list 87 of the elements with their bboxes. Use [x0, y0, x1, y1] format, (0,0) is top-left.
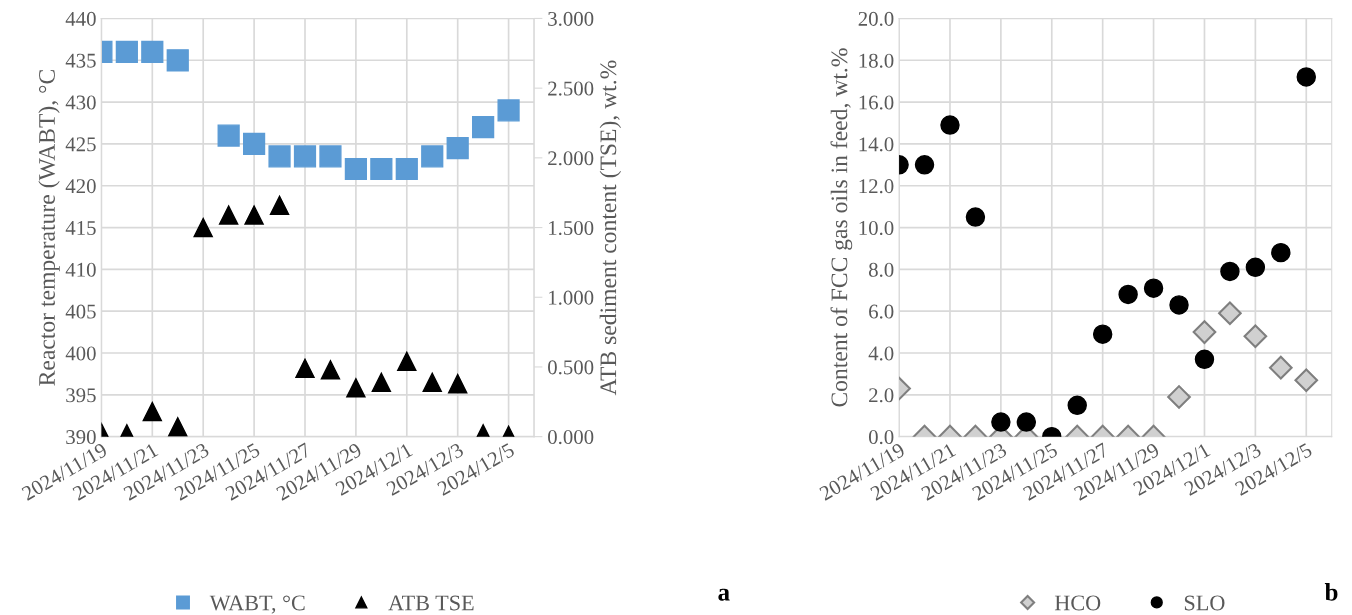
point — [1271, 242, 1291, 263]
point — [268, 145, 291, 168]
point — [115, 40, 138, 64]
y-tick-label: 20.0 — [858, 11, 894, 26]
point — [1268, 355, 1293, 380]
point — [1218, 301, 1242, 326]
y-tick-label: 395 — [66, 388, 96, 403]
y-tick-label: 405 — [65, 304, 96, 319]
point — [447, 373, 468, 394]
point — [244, 205, 264, 225]
y-tick-label: 10.0 — [859, 220, 894, 236]
point — [1296, 67, 1316, 87]
point — [1192, 320, 1217, 344]
y-tick-label: 2.0 — [869, 388, 894, 403]
point — [422, 372, 442, 393]
point — [371, 372, 392, 393]
y-tick-label: 400 — [65, 346, 96, 361]
y-tick-label: 14.0 — [859, 137, 894, 152]
point — [472, 116, 495, 139]
y-tick-label: 435 — [65, 53, 96, 68]
point — [991, 412, 1011, 432]
y-tick-label: 0.0 — [868, 430, 894, 445]
y2-tick-label: 3.000 — [548, 11, 594, 26]
point — [914, 155, 935, 175]
point — [320, 360, 341, 380]
y-tick-label: 4.0 — [868, 346, 894, 361]
text: a — [718, 588, 730, 601]
legend-label: WABT, °C — [209, 595, 305, 614]
y2-tick-label: 0.500 — [548, 360, 594, 375]
y-tick-label: 18.0 — [859, 53, 894, 68]
point — [346, 378, 366, 398]
point — [1167, 385, 1191, 409]
y2-axis-title: ATB sediment content (TSE), wt.% — [599, 60, 622, 396]
point — [293, 145, 317, 168]
point — [242, 132, 266, 156]
point — [397, 351, 417, 372]
point — [344, 157, 368, 181]
point — [1118, 284, 1138, 305]
y-axis-title: Reactor temperature (WABT), °C — [38, 70, 60, 386]
y2-tick-label: 1.000 — [549, 290, 594, 305]
point — [1220, 261, 1240, 282]
point — [269, 195, 290, 215]
y-tick-label: 415 — [65, 221, 96, 235]
y-tick-label: 425 — [65, 137, 96, 152]
legend-label: ATB TSE — [388, 595, 474, 611]
point — [965, 207, 986, 227]
point — [193, 217, 213, 238]
point — [395, 157, 418, 181]
point — [142, 401, 163, 422]
point — [319, 145, 342, 168]
point — [421, 145, 444, 168]
point — [166, 49, 189, 72]
point — [1194, 349, 1215, 370]
y-tick-label: 430 — [65, 95, 96, 110]
point — [1169, 295, 1189, 315]
text: b — [1324, 583, 1338, 601]
y-tick-label: 420 — [65, 179, 96, 194]
point — [1016, 412, 1037, 432]
y-tick-label: 16.0 — [859, 95, 894, 110]
point — [1092, 324, 1113, 344]
y2-tick-label: 2.500 — [548, 81, 594, 96]
point — [446, 136, 469, 160]
point — [218, 205, 239, 225]
y-tick-label: 6.0 — [869, 304, 894, 319]
legend-label: SLO — [1184, 595, 1225, 611]
point — [141, 40, 164, 64]
point — [1245, 257, 1266, 278]
y-tick-label: 8.0 — [868, 262, 894, 277]
y-tick-label: 410 — [65, 262, 96, 277]
y-tick-label: 440 — [65, 11, 96, 26]
y2-tick-label: 0.000 — [548, 430, 594, 445]
point — [1067, 395, 1087, 416]
legend-label: HCO — [1054, 595, 1101, 611]
y2-tick-label: 1.500 — [549, 220, 594, 236]
point — [1294, 368, 1319, 393]
point — [217, 124, 240, 147]
point — [295, 358, 315, 379]
y-axis-title: Content of FCC gas oils in feed, wt.% — [830, 48, 853, 407]
point — [1143, 278, 1164, 298]
point — [168, 417, 188, 437]
y-tick-label: 390 — [66, 430, 96, 445]
point — [497, 99, 520, 122]
y2-tick-label: 2.000 — [548, 151, 594, 166]
point — [1243, 324, 1268, 349]
point — [370, 157, 393, 181]
y-tick-label: 12.0 — [859, 179, 894, 194]
point — [940, 115, 960, 135]
